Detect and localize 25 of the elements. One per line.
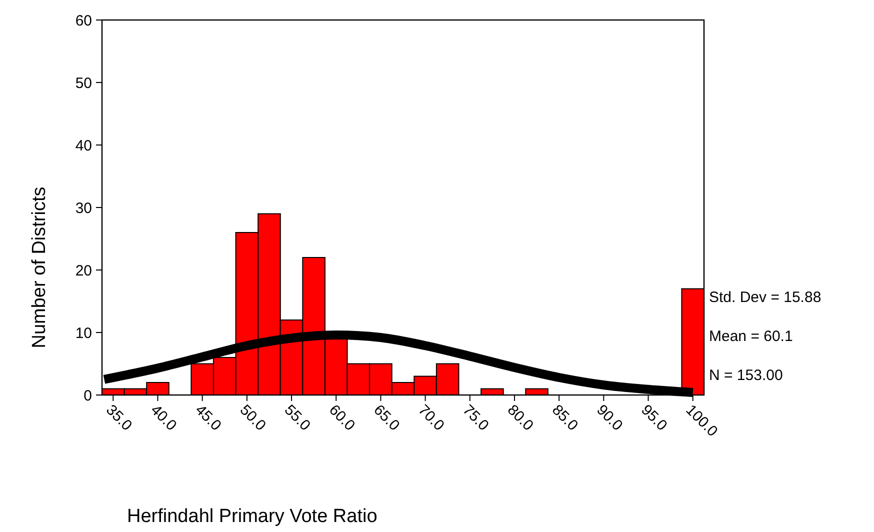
x-tick-label: 50.0 — [236, 402, 270, 434]
text: Mean = 60.1 — [709, 328, 793, 345]
x-axis-title: Herfindahl Primary Vote Ratio — [127, 506, 378, 527]
text: N = 153.00 — [709, 367, 783, 384]
y-tick-label: 50 — [75, 74, 92, 92]
x-tick-label: 35.0 — [102, 402, 136, 434]
y-tick-label: 0 — [84, 387, 92, 404]
y-axis-title: Number of Districts — [29, 186, 50, 348]
x-tick-label: 80.0 — [504, 402, 537, 434]
y-tick-label: 30 — [75, 200, 92, 217]
x-tick-label: 40.0 — [147, 402, 180, 434]
x-tick-label: 55.0 — [280, 402, 314, 434]
y-tick-label: 10 — [75, 324, 92, 342]
x-tick-label: 60.0 — [326, 402, 358, 434]
x-tick-label: 95.0 — [638, 402, 670, 434]
text: Std. Dev = 15.88 — [709, 289, 822, 306]
y-tick-label: 60 — [75, 12, 92, 30]
x-tick-label: 90.0 — [593, 402, 626, 434]
x-tick-label: 75.0 — [459, 402, 492, 434]
y-tick-label: 20 — [75, 262, 92, 280]
x-tick-label: 65.0 — [370, 402, 403, 434]
x-tick-label: 45.0 — [192, 402, 224, 434]
x-tick-label: 70.0 — [414, 402, 448, 434]
x-tick-label: 85.0 — [548, 402, 582, 434]
y-tick-label: 40 — [75, 137, 92, 154]
